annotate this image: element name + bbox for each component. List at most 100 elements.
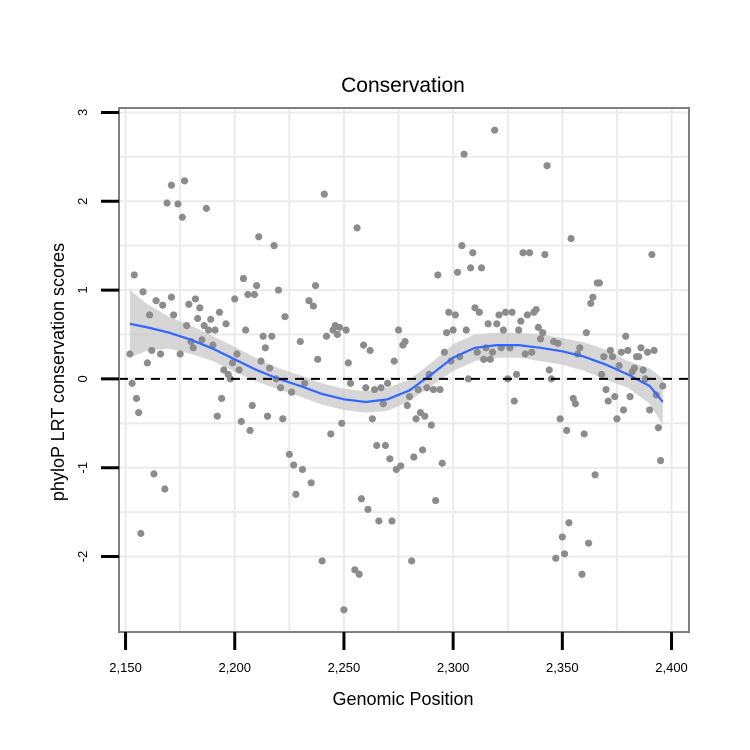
data-point [429, 385, 438, 394]
data-point [176, 350, 184, 358]
x-tick-label: 2,400 [655, 660, 688, 675]
data-point [377, 384, 385, 392]
data-point [493, 320, 501, 328]
data-point [515, 326, 523, 334]
data-point [576, 344, 584, 352]
data-point [355, 570, 363, 578]
data-point [440, 348, 449, 356]
data-point [523, 311, 531, 319]
data-point [626, 393, 634, 401]
data-point [233, 350, 241, 358]
data-point [648, 250, 656, 259]
data-point [307, 479, 315, 487]
data-point [292, 490, 300, 498]
confidence-band [129, 290, 663, 426]
data-point [266, 364, 274, 372]
data-point [451, 311, 459, 319]
data-point [639, 366, 647, 374]
data-point [257, 357, 265, 365]
data-point [464, 375, 473, 383]
data-point [255, 233, 263, 241]
data-point [491, 126, 499, 134]
data-point [617, 348, 625, 356]
data-point [202, 204, 210, 212]
data-point [305, 297, 313, 305]
data-point [558, 533, 566, 541]
data-point [320, 190, 328, 198]
data-point [473, 348, 481, 356]
data-point [362, 384, 370, 392]
data-point [218, 394, 226, 403]
smooth-fit-line [129, 322, 664, 404]
data-point [137, 529, 145, 538]
data-point [480, 355, 488, 363]
data-point [519, 249, 527, 257]
data-point [423, 384, 431, 392]
data-point [130, 271, 138, 279]
data-point [274, 286, 283, 294]
data-point [169, 311, 178, 319]
data-point [397, 462, 405, 470]
data-point [298, 465, 307, 474]
data-point [532, 306, 540, 314]
data-point [335, 323, 344, 331]
data-point [427, 421, 435, 429]
data-point [145, 311, 154, 319]
plot-layer: 2,150 2,200 2,250 2,300 2,350 2,400 -2 -1 0 1 2 3 [75, 107, 690, 675]
data-point [477, 264, 486, 272]
data-point [475, 308, 483, 316]
data-point [467, 264, 475, 272]
data-point [659, 382, 667, 390]
data-point [595, 279, 604, 287]
data-point [510, 397, 518, 405]
y-tick-label: -2 [75, 551, 90, 563]
data-point [237, 417, 245, 426]
data-point [163, 199, 171, 207]
data-point [318, 557, 326, 565]
data-point [189, 344, 197, 352]
data-point [541, 250, 549, 259]
data-point [222, 320, 230, 328]
data-point [486, 355, 494, 363]
data-point [220, 366, 228, 374]
data-point [357, 495, 366, 503]
data-point [460, 150, 468, 158]
data-point [375, 517, 383, 525]
data-point [412, 415, 420, 423]
data-point [453, 268, 462, 276]
data-point [552, 554, 560, 562]
data-point [346, 379, 355, 387]
data-point [139, 288, 147, 296]
data-point [600, 353, 608, 361]
data-point [226, 375, 234, 383]
data-point [401, 337, 409, 346]
data-point [598, 370, 606, 379]
data-point [545, 366, 553, 374]
data-point [244, 290, 252, 299]
data-point [615, 361, 623, 370]
data-point [379, 400, 387, 408]
data-point [333, 330, 341, 339]
data-point [239, 274, 248, 283]
data-point [259, 332, 267, 340]
panel-border [118, 107, 690, 633]
data-point [484, 320, 492, 328]
data-point [410, 453, 418, 461]
data-point [525, 249, 534, 257]
data-point [388, 517, 396, 525]
data-point [370, 385, 379, 394]
data-point [622, 332, 630, 340]
data-point [432, 496, 440, 505]
data-point [539, 329, 547, 337]
data-point [268, 332, 276, 340]
data-point [242, 326, 250, 334]
data-point [207, 315, 215, 323]
data-point [556, 415, 564, 423]
data-point [281, 313, 289, 321]
data-point [128, 379, 136, 387]
data-point [132, 394, 141, 403]
data-point [200, 321, 208, 330]
data-point [148, 346, 156, 355]
data-point [560, 550, 569, 558]
